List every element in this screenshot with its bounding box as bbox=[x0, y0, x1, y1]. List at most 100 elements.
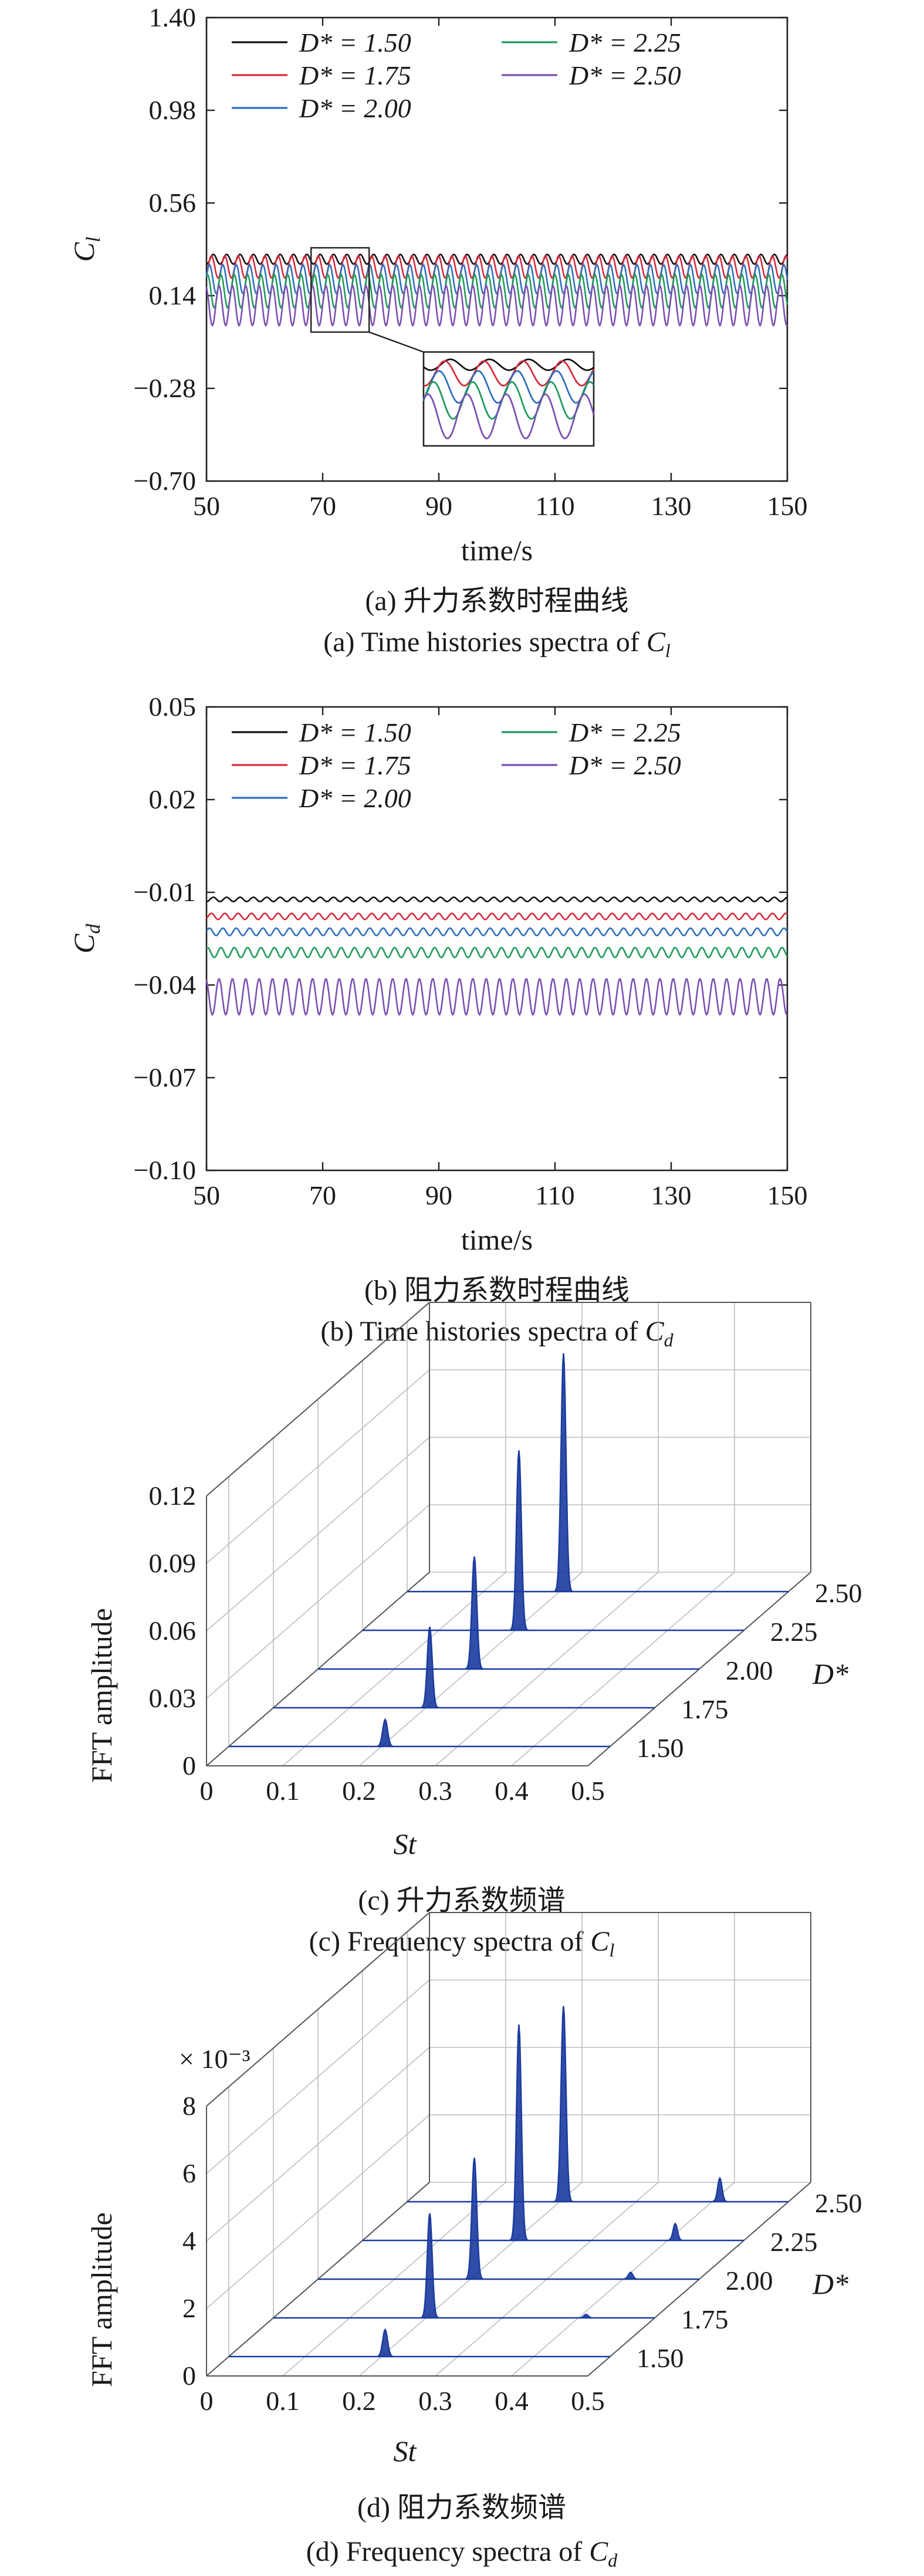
spectrum-D1.75 bbox=[273, 2213, 655, 2319]
panel-b: 50 70 90 110 130 150 −0.10 −0.07 −0.04 −0.01 0.02 0… bbox=[67, 692, 808, 1350]
y-tick-label: 1.40 bbox=[149, 2, 197, 32]
depth-tick-label: 1.50 bbox=[637, 2343, 684, 2373]
depth-tick-label: 1.75 bbox=[681, 2304, 729, 2334]
depth-tick-label: 2.25 bbox=[770, 1617, 818, 1647]
legend-label-D150: D* = 1.50 bbox=[299, 28, 411, 57]
depth-tick-label: 1.50 bbox=[637, 1733, 684, 1763]
panel-c-xlabel: St bbox=[394, 1827, 417, 1860]
series-line-D175 bbox=[206, 912, 788, 920]
st-tick-label: 0 bbox=[200, 1776, 214, 1806]
spectrum-D1.75 bbox=[273, 1626, 655, 1709]
panel-d-caption-en: (d) Frequency spectra of Cd bbox=[306, 2536, 618, 2571]
spectrum-D2.25 bbox=[363, 2024, 744, 2242]
y-tick-label: −0.10 bbox=[134, 1155, 196, 1185]
panel-c-caption-en: (c) Frequency spectra of Cl bbox=[309, 1926, 615, 1961]
panel-a-inset bbox=[310, 247, 595, 447]
st-tick-label: 0.5 bbox=[571, 2386, 605, 2416]
panel-a-caption-en: (a) Time histories spectra of Cl bbox=[323, 627, 671, 661]
panel-c-ylabel: FFT amplitude bbox=[85, 1608, 118, 1783]
x-tick-label: 90 bbox=[425, 1180, 452, 1210]
panel-c: 0 0.1 0.2 0.3 0.4 0.5 0 0.03 0.06 0.09 0.12 1.50 1.7… bbox=[85, 1302, 862, 1961]
y-tick-label: −0.28 bbox=[134, 373, 196, 403]
panel-d-caption-cn: (d) 阻力系数频谱 bbox=[357, 2492, 566, 2523]
legend-label-D200: D* = 2.00 bbox=[299, 93, 411, 123]
depth-tick-label: 2.00 bbox=[726, 1656, 773, 1685]
x-tick-label: 130 bbox=[651, 1180, 692, 1210]
panel-d-spectra bbox=[229, 2006, 788, 2358]
panel-d-ylabel: FFT amplitude bbox=[85, 2212, 118, 2387]
panel-c-zlabel: D* bbox=[812, 1657, 848, 1690]
spectrum-D2.00 bbox=[318, 1556, 699, 1670]
y-tick-label: 0.14 bbox=[149, 280, 197, 310]
panel-b-legend: D* = 1.50D* = 1.75D* = 2.00 D* = 2.25D* =… bbox=[232, 717, 681, 813]
x-tick-label: 70 bbox=[309, 491, 336, 521]
panel-d-xlabel: St bbox=[394, 2435, 417, 2467]
depth-tick-label: 2.00 bbox=[726, 2266, 773, 2296]
box-edge bbox=[206, 1912, 430, 2107]
st-tick-label: 0.4 bbox=[495, 2386, 529, 2416]
panel-a-caption-cn: (a) 升力系数时程曲线 bbox=[365, 585, 628, 617]
depth-tick-label: 2.50 bbox=[815, 2188, 862, 2218]
spectrum-D2.50 bbox=[407, 1353, 788, 1593]
st-tick-label: 0.4 bbox=[495, 1776, 529, 1806]
panel-a-xlabel: time/s bbox=[461, 534, 533, 567]
inset-line-D175 bbox=[423, 360, 595, 387]
series-line-D250 bbox=[205, 285, 788, 327]
panel-a-frame bbox=[205, 16, 788, 482]
spectrum-D1.50 bbox=[229, 1718, 610, 1748]
panel-d-zlabel: D* bbox=[812, 2267, 848, 2300]
panel-a-series bbox=[205, 253, 788, 327]
y-tick-label: −0.04 bbox=[134, 970, 196, 1000]
amp-tick-label: 0.03 bbox=[149, 1683, 197, 1713]
st-tick-label: 0.2 bbox=[342, 2386, 376, 2416]
legend-label-D250: D* = 2.50 bbox=[568, 60, 681, 90]
box-edge bbox=[206, 1302, 430, 1497]
amp-tick-label: 2 bbox=[182, 2293, 196, 2323]
amp-tick-label: 0.09 bbox=[149, 1548, 197, 1578]
series-line-D150 bbox=[206, 896, 788, 903]
spectrum-D1.50 bbox=[229, 2328, 610, 2358]
legend-label-D150: D* = 1.50 bbox=[299, 717, 411, 747]
panel-c-caption-cn: (c) 升力系数频谱 bbox=[358, 1885, 565, 1916]
amp-tick-label: 4 bbox=[182, 2226, 196, 2256]
panel-b-xlabel: time/s bbox=[461, 1223, 533, 1256]
legend-label-D175: D* = 1.75 bbox=[299, 750, 411, 780]
amp-tick-label: 6 bbox=[182, 2158, 196, 2188]
x-tick-label: 110 bbox=[535, 1180, 574, 1210]
amp-tick-label: 8 bbox=[182, 2091, 196, 2121]
amp-tick-label: 0 bbox=[182, 2361, 196, 2391]
x-tick-label: 50 bbox=[193, 491, 220, 521]
depth-tick-label: 1.75 bbox=[681, 1694, 729, 1724]
panel-b-series bbox=[205, 896, 788, 1016]
inset-line-D250 bbox=[422, 393, 595, 439]
x-tick-label: 110 bbox=[535, 491, 574, 521]
amp-tick-label: 0 bbox=[182, 1751, 196, 1780]
st-tick-label: 0 bbox=[200, 2386, 214, 2416]
series-line-D225 bbox=[206, 946, 788, 959]
y-tick-label: 0.02 bbox=[149, 784, 197, 814]
st-tick-label: 0.1 bbox=[266, 2386, 300, 2416]
legend-label-D225: D* = 2.25 bbox=[568, 717, 681, 747]
st-tick-label: 0.5 bbox=[571, 1776, 605, 1806]
amp-tick-label: 0.06 bbox=[149, 1616, 197, 1646]
panel-c-spectra bbox=[229, 1353, 788, 1748]
panel-b-frame bbox=[205, 706, 788, 1172]
series-line-D200 bbox=[205, 927, 788, 937]
panel-b-caption-cn: (b) 阻力系数时程曲线 bbox=[364, 1275, 629, 1306]
legend-label-D225: D* = 2.25 bbox=[568, 28, 681, 57]
legend-label-D200: D* = 2.00 bbox=[299, 783, 411, 813]
st-tick-label: 0.3 bbox=[418, 1776, 452, 1806]
inset-line-D150 bbox=[423, 358, 594, 371]
y-tick-label: 0.98 bbox=[149, 95, 197, 125]
depth-tick-label: 2.25 bbox=[770, 2227, 818, 2257]
y-tick-label: 0.05 bbox=[149, 692, 197, 722]
x-tick-label: 50 bbox=[193, 1180, 220, 1210]
depth-tick-label: 2.50 bbox=[815, 1578, 862, 1608]
y-tick-label: −0.07 bbox=[134, 1062, 196, 1092]
panel-a-legend: D* = 1.50 D* = 1.75D* = 2.00 D* = 2.25 D* =… bbox=[232, 28, 681, 123]
panel-d: 0 0.1 0.2 0.3 0.4 0.5 0 2 4 6 8 1.50 1.75 2.00 2.25 2.5… bbox=[85, 1912, 862, 2571]
x-tick-label: 150 bbox=[767, 491, 808, 521]
st-tick-label: 0.3 bbox=[418, 2386, 452, 2416]
